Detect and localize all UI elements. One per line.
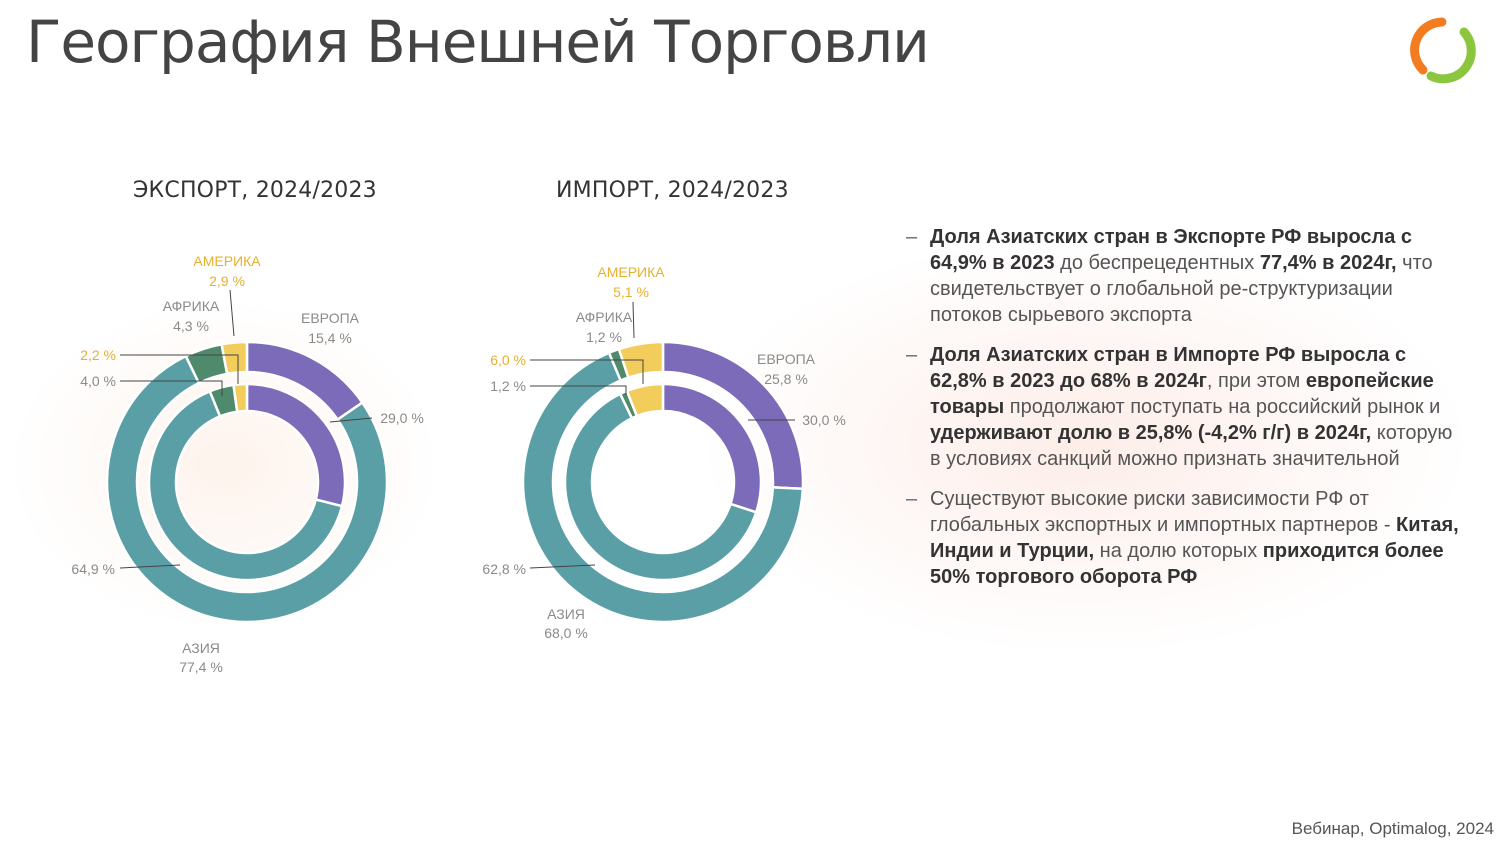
import-label-europe-2023: 30,0 %: [802, 412, 846, 428]
note-text: , при этом: [1206, 370, 1306, 392]
import-leader-asia-2023: [529, 564, 596, 569]
export-label-europe-2024: 15,4 %: [308, 330, 352, 346]
export-inner-america-segment: [232, 382, 249, 414]
import-outer-asia-segment: [521, 351, 805, 624]
import-inner-america-segment: [625, 382, 665, 418]
export-label-asia-2024: 77,4 %: [179, 659, 223, 675]
import-label-europe-2024: 25,8 %: [764, 371, 808, 387]
import-label-america-name: АМЕРИКА: [597, 264, 665, 280]
import-label-africa-name: АФРИКА: [576, 309, 633, 325]
note-bold-text: приходится более 50% торгового оборота Р…: [930, 540, 1444, 588]
import-label-asia-2024: 68,0 %: [544, 625, 588, 641]
note-bold-text: удерживают долю в 25,8% (-4,2% г/г) в 20…: [930, 422, 1372, 444]
import-leader-america-2023: [530, 359, 644, 384]
export-outer-asia-segment: [105, 354, 389, 624]
export-label-asia-name: АЗИЯ: [182, 640, 220, 656]
note-text: на долю которых: [1094, 540, 1263, 562]
import-chart-title: ИМПОРТ, 2024/2023: [556, 178, 789, 203]
export-leader-america-2023: [120, 354, 239, 384]
page-title: География Внешней Торговли: [26, 8, 930, 76]
note-bold-text: Доля Азиатских стран в Импорте РФ выросл…: [930, 344, 1407, 392]
import-label-africa-2023: 1,2 %: [490, 378, 526, 394]
note-text: продолжают поступать на российский рынок…: [1004, 396, 1441, 418]
export-leader-america-2024: [229, 289, 235, 337]
import-donut-chart: ЕВРОПА 25,8 % 30,0 % АЗИЯ 68,0 % 62,8 % АФРИКА…: [482, 264, 845, 641]
import-label-europe-name: ЕВРОПА: [757, 351, 816, 367]
note-item: Доля Азиатских стран в Импорте РФ выросл…: [906, 342, 1466, 472]
export-leader-asia-2023: [119, 564, 181, 569]
note-bold-text: Китая, Индии и Турции,: [930, 514, 1459, 562]
note-bold-text: европейские товары: [930, 370, 1434, 418]
export-label-europe-name: ЕВРОПА: [301, 310, 360, 326]
notes-list: Доля Азиатских стран в Экспорте РФ вырос…: [906, 224, 1466, 604]
footer-credit: Вебинар, Optimalog, 2024: [1291, 819, 1494, 838]
note-text: до беспрецедентных: [1054, 252, 1260, 274]
export-label-africa-name: АФРИКА: [163, 298, 220, 314]
export-chart-title: ЭКСПОРТ, 2024/2023: [133, 178, 377, 203]
import-inner-asia-segment: [563, 392, 758, 582]
export-inner-asia-segment: [147, 389, 344, 582]
note-item: Существуют высокие риски зависимости РФ …: [906, 486, 1466, 590]
export-label-europe-2023: 29,0 %: [380, 410, 424, 426]
import-label-america-2024: 5,1 %: [613, 284, 649, 300]
import-label-america-2023: 6,0 %: [490, 352, 526, 368]
export-leader-africa-2023: [120, 380, 223, 396]
export-label-africa-2024: 4,3 %: [173, 318, 209, 334]
import-leader-america-2024: [632, 301, 635, 339]
note-bold-text: Доля Азиатских стран в Экспорте РФ вырос…: [930, 226, 1413, 274]
optimalog-logo-icon: [1410, 17, 1476, 84]
export-donut-chart: ЕВРОПА 15,4 % 29,0 % АЗИЯ 77,4 % 64,9 % АФРИКА…: [71, 253, 423, 675]
export-label-america-2023: 2,2 %: [80, 347, 116, 363]
export-label-asia-2023: 64,9 %: [71, 561, 115, 577]
import-label-africa-2024: 1,2 %: [586, 329, 622, 345]
export-label-america-2024: 2,9 %: [209, 273, 245, 289]
import-label-asia-name: АЗИЯ: [547, 606, 585, 622]
export-label-africa-2023: 4,0 %: [80, 373, 116, 389]
note-text: которую в условиях санкций можно признат…: [930, 422, 1453, 470]
export-leader-europe-2023: [329, 417, 373, 423]
import-leader-africa-2023: [530, 385, 627, 395]
export-label-america-name: АМЕРИКА: [193, 253, 261, 269]
import-label-asia-2023: 62,8 %: [482, 561, 526, 577]
note-bold-text: 77,4% в 2024г,: [1259, 252, 1397, 274]
note-item: Доля Азиатских стран в Экспорте РФ вырос…: [906, 224, 1466, 328]
note-text: что свидетельствует о глобальной ре-стру…: [930, 252, 1433, 326]
export-outer-america-segment: [220, 340, 249, 376]
note-text: Существуют высокие риски зависимости РФ …: [930, 488, 1397, 536]
